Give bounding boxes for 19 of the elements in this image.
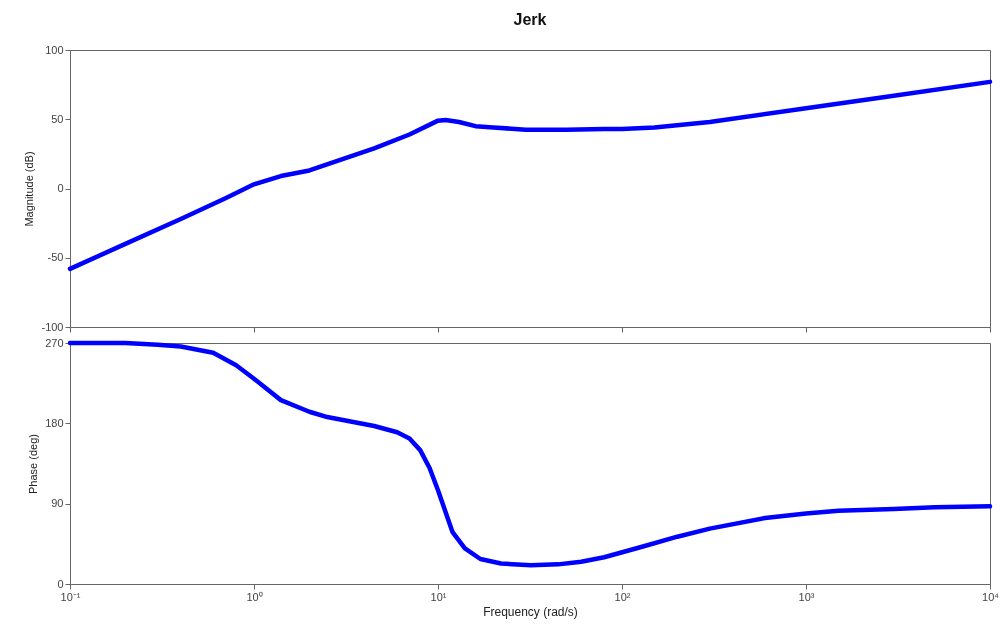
chart-title: Jerk [513,11,547,28]
x-tick-label: 10³ [798,590,815,603]
x-tick-label: 10¹ [430,590,447,603]
x-tick-label: 10⁰ [246,590,263,603]
y-axis-title: Magnitude (dB) [23,151,36,227]
y-tick-label: 100 [45,43,64,56]
y-tick-label: 50 [51,112,64,125]
x-axis-title: Frequency (rad/s) [483,604,578,619]
y-tick-label: -100 [41,320,64,333]
y-tick-label: -50 [47,251,64,264]
y-tick-label: 270 [45,336,64,349]
y-tick-label: 180 [45,416,64,429]
y-axis-title: Phase (deg) [27,434,40,494]
y-tick-label: 0 [57,182,64,194]
y-tick-label: 90 [51,497,64,510]
y-tick-label: 0 [57,577,64,590]
x-tick-label: 10⁴ [982,590,1000,603]
x-tick-label: 10² [614,590,631,603]
x-tick-label: 10⁻¹ [60,590,81,603]
